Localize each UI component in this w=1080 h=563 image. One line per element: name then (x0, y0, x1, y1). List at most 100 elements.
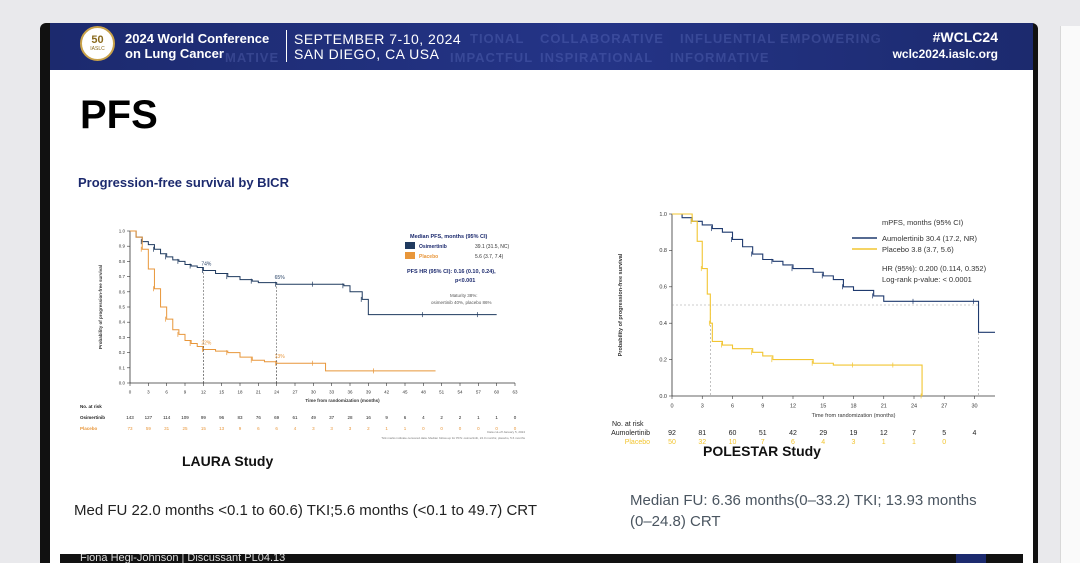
conference-hashtag: #WCLC24 (932, 29, 998, 45)
footer-presenter: Fiona Hegi-Johnson | Discussant PL04.13 (80, 554, 286, 563)
laura-x-tick-label: 45 (402, 390, 408, 395)
polestar-x-tick-label: 15 (820, 404, 826, 410)
polestar-at-risk-value: 81 (698, 430, 706, 437)
laura-at-risk-value: 0 (422, 426, 425, 431)
footer-page-box (956, 554, 986, 563)
laura-at-risk-value: 49 (311, 415, 317, 420)
conference-url: wclc2024.iaslc.org (892, 47, 998, 61)
laura-legend-placebo: Placebo (419, 254, 438, 260)
laura-at-risk-value: 2 (367, 426, 370, 431)
laura-at-risk-value: 114 (163, 415, 171, 420)
laura-legend-swatch-osimertinib (405, 242, 415, 249)
polestar-x-tick-label: 27 (941, 404, 947, 410)
polestar-at-risk-row-name: Placebo (625, 439, 650, 446)
polestar-x-tick-label: 9 (761, 404, 764, 410)
laura-legend-osimertinib: Osimertinib (419, 244, 447, 250)
polestar-at-risk-value: 6 (791, 439, 795, 446)
conference-name-line2: on Lung Cancer (125, 46, 224, 61)
laura-at-risk-value: 0 (514, 415, 517, 420)
laura-axes: 0.00.10.20.30.40.50.60.70.80.91.00 3 6 9 12 1… (98, 229, 518, 403)
laura-at-risk-value: 3 (330, 426, 333, 431)
laura-x-tick-label: 39 (366, 390, 372, 395)
laura-at-risk-value: 0 (440, 426, 443, 431)
laura-landmark-label: 13% (275, 354, 286, 360)
banner-word: COLLABORATIVE (540, 31, 664, 46)
polestar-at-risk-value: 60 (729, 430, 737, 437)
polestar-curve-placebo (672, 213, 923, 396)
banner-word: MATIVE (225, 50, 280, 65)
conference-banner: TIONAL COLLABORATIVE INFLUENTIAL EMPOWER… (50, 23, 1033, 70)
banner-word: IMPACTFUL (450, 50, 534, 65)
laura-at-risk-value: 37 (329, 415, 335, 420)
polestar-at-risk-value: 4 (973, 430, 977, 437)
polestar-median-followup: Median FU: 6.36 months(0–33.2) TKI; 13.9… (630, 492, 977, 530)
laura-x-tick-label: 36 (347, 390, 353, 395)
banner-divider (286, 30, 287, 62)
laura-at-risk-value: 59 (146, 426, 152, 431)
laura-at-risk-value: 76 (256, 415, 262, 420)
laura-at-risk-value: 31 (164, 426, 170, 431)
laura-at-risk-value: 9 (239, 426, 242, 431)
laura-landmark-label: 22% (201, 341, 212, 347)
polestar-x-axis-label: Time from randomization (months) (812, 413, 896, 419)
laura-at-risk-value: 16 (366, 415, 372, 420)
laura-at-risk-value: 99 (201, 415, 207, 420)
polestar-legend: mPFS, months (95% CI) Aumolertinib 30.4 … (852, 218, 987, 284)
laura-legend: Median PFS, months (95% CI) Osimertinib … (405, 234, 510, 305)
polestar-at-risk-row-name: Aumolertinib (611, 430, 650, 437)
polestar-at-risk-value: 5 (942, 430, 946, 437)
laura-x-tick-label: 60 (494, 390, 500, 395)
laura-footnote: Tick marks indicate censored data. Media… (381, 436, 525, 440)
laura-at-risk-value: 6 (257, 426, 260, 431)
polestar-at-risk-value: 7 (761, 439, 765, 446)
polestar-x-tick-label: 18 (850, 404, 856, 410)
laura-y-tick-label: 1.0 (119, 229, 126, 234)
laura-at-risk-value: 1 (385, 426, 388, 431)
laura-at-risk-value: 0 (459, 426, 462, 431)
laura-footnote-cutoff: Data cut-off January 5, 2024 (487, 430, 525, 434)
laura-at-risk-value: 6 (404, 415, 407, 420)
laura-y-tick-label: 0.0 (119, 381, 126, 386)
laura-at-risk-value: 143 (126, 415, 134, 420)
polestar-at-risk-value: 1 (882, 439, 886, 446)
laura-x-tick-label: 24 (274, 390, 280, 395)
laura-x-tick-label: 30 (311, 390, 317, 395)
laura-p-value: p<0.001 (455, 278, 475, 284)
conference-dates: SEPTEMBER 7-10, 2024 (294, 31, 462, 47)
laura-at-risk-value: 109 (181, 415, 189, 420)
laura-maturity-detail: osimertinib 40%, placebo 86% (431, 300, 492, 305)
laura-x-tick-label: 63 (512, 390, 518, 395)
laura-at-risk-value: 83 (237, 415, 243, 420)
laura-at-risk-value: 69 (274, 415, 280, 420)
laura-x-tick-label: 54 (457, 390, 463, 395)
polestar-at-risk-value: 51 (759, 430, 767, 437)
polestar-study-label: POLESTAR Study (703, 443, 821, 459)
conference-name: 2024 World Conference (125, 31, 270, 46)
polestar-p-value: Log-rank p-value: < 0.0001 (882, 275, 972, 284)
laura-y-tick-label: 0.8 (119, 259, 126, 264)
laura-x-tick-label: 3 (147, 390, 150, 395)
polestar-legend-aumolertinib: Aumolertinib 30.4 (17.2, NR) (882, 234, 978, 243)
polestar-y-tick-label: 0.2 (659, 357, 667, 363)
polestar-at-risk-label: No. at risk (612, 421, 644, 428)
iaslc-logo: 50 IASLC (80, 26, 115, 61)
laura-at-risk-value: 0 (477, 426, 480, 431)
laura-at-risk-value: 127 (145, 415, 153, 420)
laura-hr: PFS HR (95% CI): 0.16 (0.10, 0.24), (407, 269, 496, 275)
polestar-x-tick-label: 21 (881, 404, 887, 410)
polestar-at-risk-value: 7 (912, 430, 916, 437)
polestar-x-tick-label: 12 (790, 404, 796, 410)
laura-legend-placebo-value: 5.6 (3.7, 7.4) (475, 254, 504, 260)
laura-at-risk-value: 61 (292, 415, 298, 420)
laura-at-risk-value: 1 (477, 415, 480, 420)
laura-plot-area: 74% 65% 22% 13% (130, 230, 497, 383)
polestar-at-risk-value: 4 (821, 439, 825, 446)
laura-at-risk-value: 28 (347, 415, 353, 420)
laura-x-tick-label: 12 (201, 390, 207, 395)
laura-y-tick-label: 0.2 (119, 350, 126, 355)
laura-at-risk-value: 96 (219, 415, 225, 420)
polestar-at-risk-value: 32 (698, 439, 706, 446)
laura-x-tick-label: 57 (476, 390, 482, 395)
polestar-legend-placebo: Placebo 3.8 (3.7, 5.6) (882, 245, 954, 254)
